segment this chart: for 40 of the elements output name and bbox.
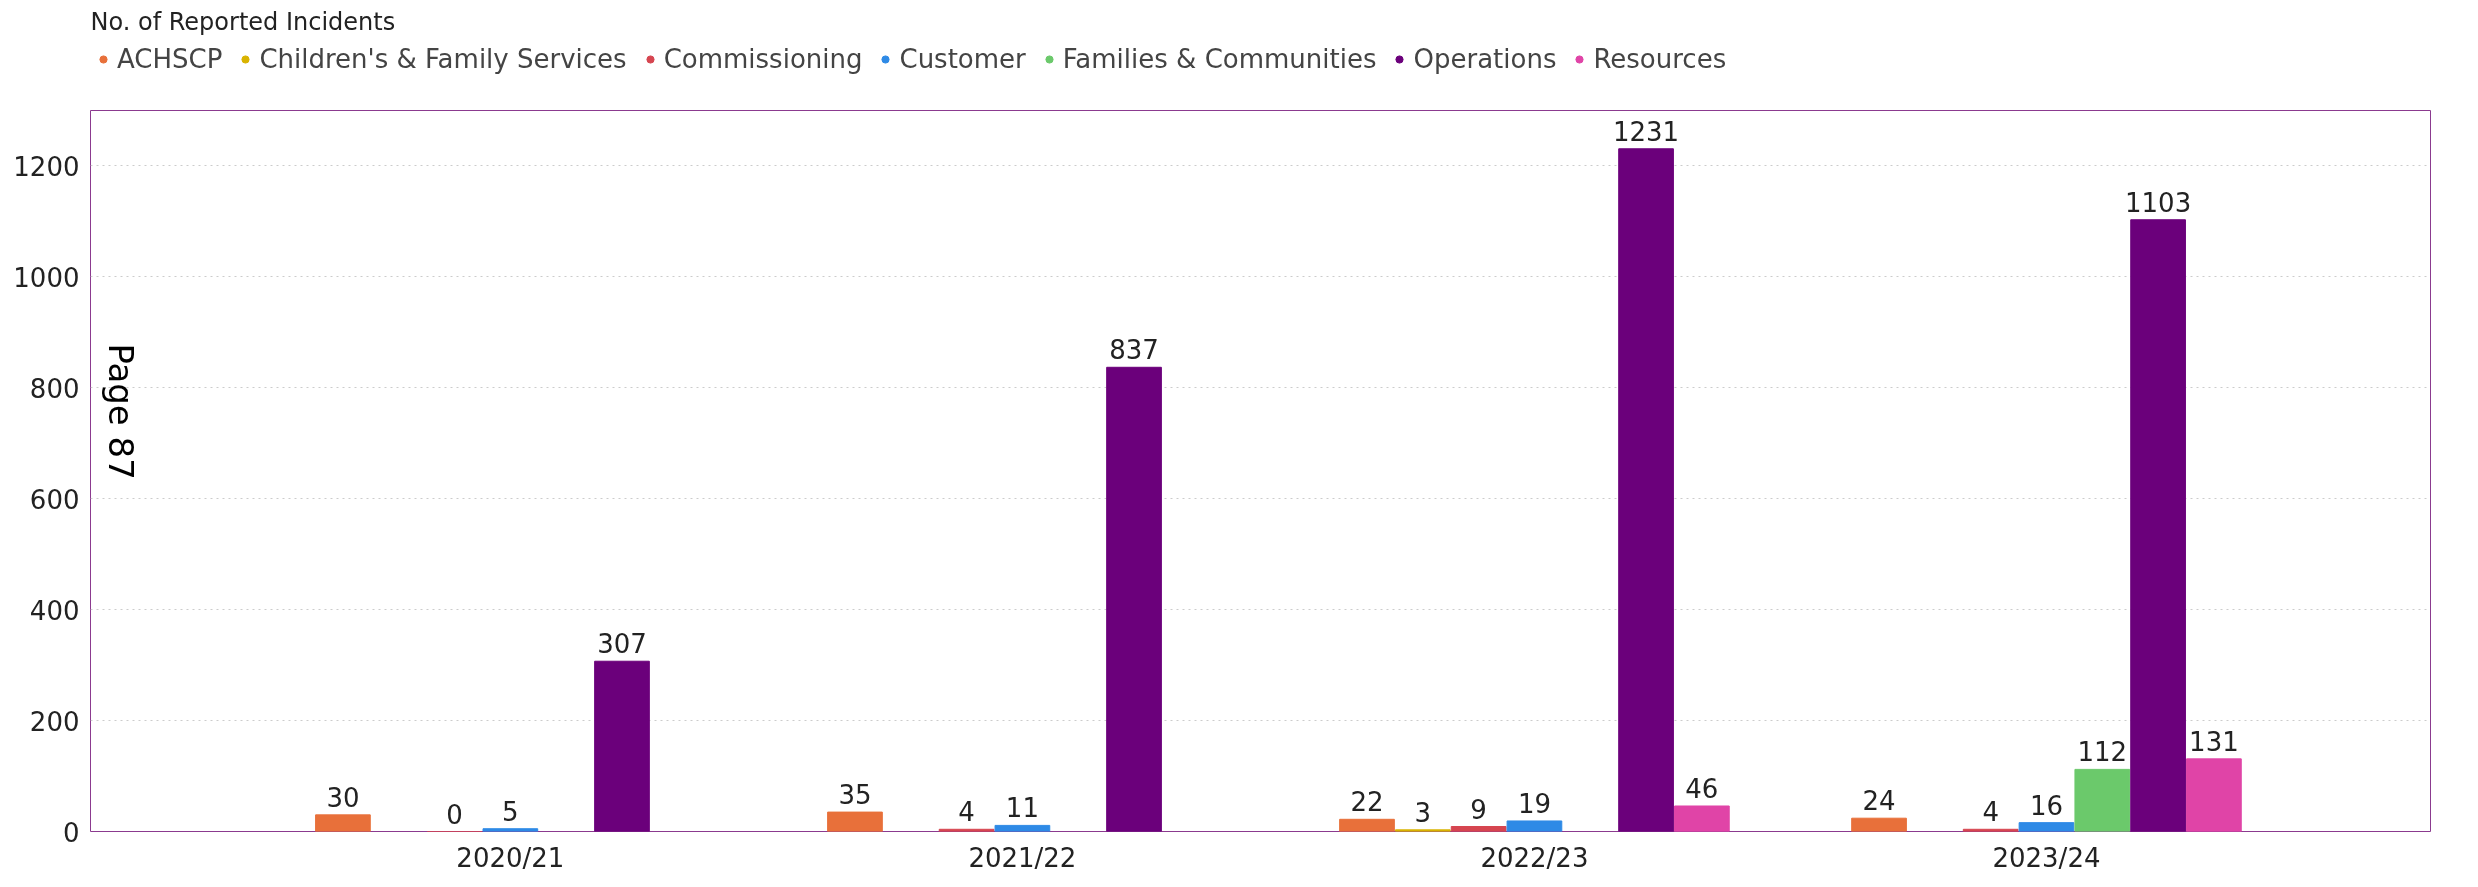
data-label: 3 — [1414, 797, 1432, 828]
data-label: 307 — [597, 629, 647, 660]
y-tick-label: 800 — [29, 373, 80, 404]
legend-label: Operations — [1413, 44, 1557, 74]
data-label: 1103 — [2125, 187, 2192, 218]
data-label: 9 — [1470, 794, 1487, 825]
data-label: 1231 — [1612, 116, 1680, 147]
data-label: 19 — [1517, 788, 1551, 819]
data-label: 131 — [2189, 726, 2239, 757]
data-label: 5 — [502, 796, 519, 827]
y-tick-label: 0 — [62, 817, 80, 848]
data-label: 22 — [1350, 787, 1384, 818]
data-label: 4 — [1982, 797, 1999, 828]
x-tick-label: 2020/21 — [456, 842, 565, 873]
y-tick-label: 200 — [29, 706, 80, 737]
data-label: 46 — [1685, 773, 1719, 804]
x-tick-label: 2021/22 — [968, 842, 1077, 873]
data-label: 112 — [2077, 737, 2128, 768]
legend-label: Families & Communities — [1062, 44, 1377, 74]
data-label: 11 — [1005, 793, 1039, 824]
data-label: 16 — [2029, 790, 2064, 821]
legend-label: Children's & Family Services — [259, 44, 627, 74]
y-tick-label: 400 — [29, 595, 80, 626]
data-label: 0 — [446, 799, 463, 830]
data-label: 4 — [958, 797, 975, 828]
data-label: 837 — [1109, 335, 1159, 366]
legend-label: Commissioning — [663, 44, 863, 74]
annotation: Page 87 — [100, 343, 141, 480]
legend-label: ACHSCP — [117, 44, 223, 74]
legend-label: Resources — [1593, 44, 1727, 74]
data-label: 35 — [838, 780, 872, 811]
data-label: 30 — [326, 782, 360, 813]
x-tick-label: 2022/23 — [1480, 842, 1589, 873]
legend-label: Customer — [899, 44, 1026, 74]
x-tick-label: 2023/24 — [1992, 842, 2101, 873]
y-tick-label: 600 — [29, 484, 80, 515]
y-tick-label: 1000 — [13, 262, 80, 293]
y-tick-label: 1200 — [13, 151, 80, 182]
data-label: 24 — [1862, 786, 1896, 817]
chart-title: No. of Reported Incidents — [90, 7, 396, 36]
